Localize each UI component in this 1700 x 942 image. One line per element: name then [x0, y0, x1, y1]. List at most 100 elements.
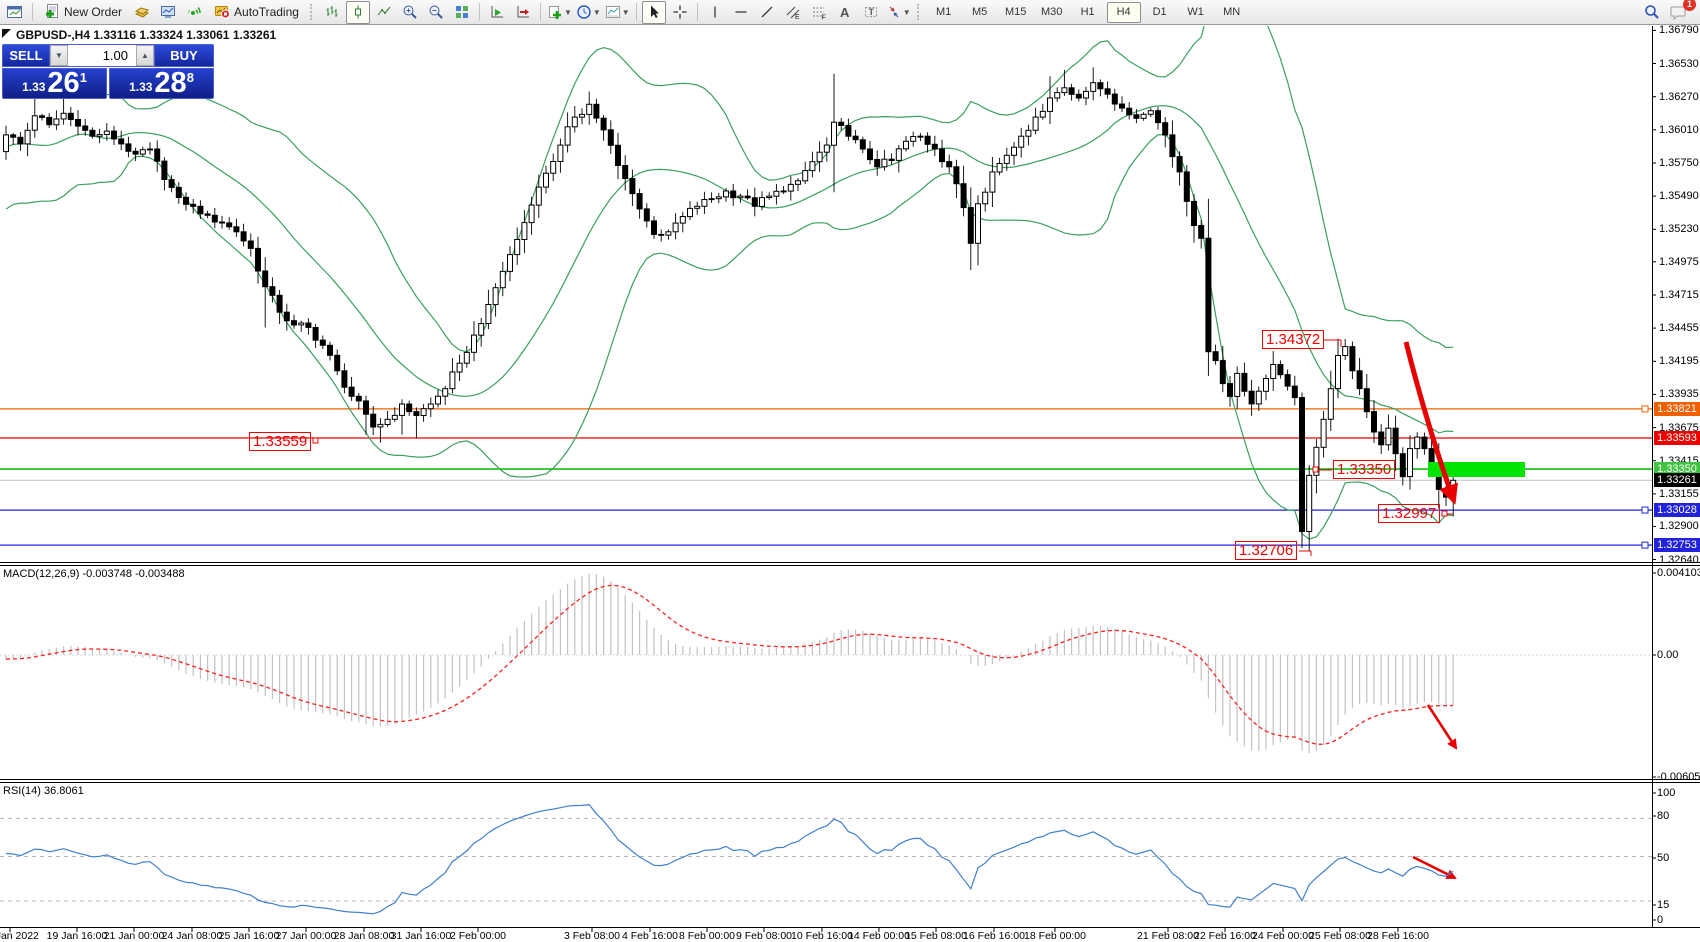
- timeframe-button-M30[interactable]: M30: [1040, 6, 1063, 18]
- time-axis-label[interactable]: 28 Jan 08:00: [333, 930, 395, 942]
- time-axis-label[interactable]: 8 Feb 00:00: [678, 930, 736, 942]
- red-arrow-annotation-1[interactable]: [1403, 341, 1458, 505]
- time-axis-label[interactable]: 25 Jan 16:00: [218, 930, 280, 942]
- time-axis-label[interactable]: 27 Jan 00:00: [275, 930, 337, 942]
- time-axis-label[interactable]: 2 Feb 00:00: [449, 930, 507, 942]
- line-chart-mode-icon[interactable]: [372, 1, 396, 24]
- time-axis-label[interactable]: 24 Feb 00:00: [1252, 930, 1314, 942]
- volume-control: ▼ ▲: [50, 44, 154, 67]
- autotrading-label: AutoTrading: [234, 5, 299, 19]
- line-handle[interactable]: [1641, 405, 1649, 413]
- price-axis-tick: 1.33935: [1659, 388, 1699, 400]
- toolbar-grip: [309, 4, 315, 20]
- callout-handle[interactable]: [1441, 510, 1448, 517]
- arrows-tool-icon[interactable]: ▼: [885, 1, 912, 24]
- chart-window-icon[interactable]: [3, 1, 27, 24]
- timeframe-button-M1[interactable]: M1: [936, 6, 952, 18]
- bollinger-lower-line: [5, 133, 1454, 540]
- zoom-out-icon[interactable]: [424, 1, 448, 24]
- time-axis-label[interactable]: 21 Feb 08:00: [1137, 930, 1199, 942]
- volume-decrease-button[interactable]: ▼: [50, 45, 68, 66]
- timeframe-button-M5[interactable]: M5: [972, 6, 988, 18]
- callout-handle[interactable]: [1312, 466, 1319, 473]
- indicators-icon[interactable]: ▼: [546, 1, 573, 24]
- tile-windows-icon[interactable]: [450, 1, 474, 24]
- time-axis-label[interactable]: 9 Feb 08:00: [735, 930, 793, 942]
- timeframe-button-W1[interactable]: W1: [1187, 6, 1204, 18]
- green-highlight-box[interactable]: [1428, 462, 1525, 477]
- price-axis-tick: 1.32640: [1659, 554, 1699, 566]
- text-label-tool-icon[interactable]: T: [859, 1, 883, 24]
- equidistant-channel-tool-icon[interactable]: E: [781, 1, 805, 24]
- sell-price-display[interactable]: 1.33 26 1: [2, 68, 107, 99]
- timeframe-button-H4[interactable]: H4: [1106, 1, 1141, 23]
- trendline-tool-icon[interactable]: [755, 1, 779, 24]
- time-axis-label[interactable]: 10 Feb 16:00: [791, 930, 853, 942]
- price-callout-1.32706[interactable]: 1.32706: [1235, 541, 1298, 560]
- cursor-tool-icon[interactable]: [641, 0, 666, 24]
- price-axis-tick: 1.35750: [1659, 157, 1699, 169]
- time-axis-label[interactable]: 16 Feb 16:00: [963, 930, 1025, 942]
- price-callout-1.33559[interactable]: 1.33559: [249, 432, 312, 451]
- callout-handle[interactable]: [312, 437, 319, 444]
- timeframe-button-M15[interactable]: M15: [1004, 6, 1027, 18]
- sell-button[interactable]: SELL: [2, 44, 50, 67]
- price-callout-1.32997[interactable]: 1.32997: [1378, 504, 1441, 523]
- auto-scroll-icon[interactable]: [485, 1, 509, 24]
- price-axis-tick: 1.36270: [1659, 91, 1699, 103]
- signals-icon[interactable]: [182, 1, 206, 24]
- timeframe-button-D1[interactable]: D1: [1152, 6, 1167, 18]
- dropdown-caret: ▼: [592, 7, 601, 17]
- time-axis-label[interactable]: 18 Jan 2022: [0, 930, 39, 942]
- crosshair-tool-icon[interactable]: [668, 1, 692, 24]
- horizontal-line-tool-icon[interactable]: [729, 1, 753, 24]
- price-axis-tick: 1.35490: [1659, 190, 1699, 202]
- red-arrow-annotation-2[interactable]: [1426, 704, 1458, 750]
- line-handle[interactable]: [1641, 541, 1649, 549]
- search-icon[interactable]: [1640, 1, 1664, 24]
- macd-signal-line: [5, 584, 1454, 745]
- toolbar-separator: [478, 3, 480, 21]
- time-axis-label[interactable]: 24 Jan 08:00: [161, 930, 223, 942]
- timeframe-button-H1[interactable]: H1: [1080, 6, 1095, 18]
- candlestick-chart-mode-icon[interactable]: [345, 0, 370, 24]
- market-watch-icon[interactable]: [130, 1, 154, 24]
- time-axis-label[interactable]: 4 Feb 16:00: [621, 930, 679, 942]
- notifications-icon[interactable]: 1: [1666, 0, 1696, 24]
- time-axis-label[interactable]: 31 Jan 16:00: [390, 930, 452, 942]
- time-axis-label[interactable]: 15 Feb 08:00: [905, 930, 967, 942]
- time-axis-label[interactable]: 3 Feb 08:00: [563, 930, 621, 942]
- time-axis-label[interactable]: 19 Jan 16:00: [46, 930, 108, 942]
- timeframe-button-MN[interactable]: MN: [1223, 6, 1241, 18]
- fibonacci-tool-icon[interactable]: F: [807, 1, 831, 24]
- zoom-in-icon[interactable]: [398, 1, 422, 24]
- time-axis-label[interactable]: 22 Feb 16:00: [1194, 930, 1256, 942]
- data-window-icon[interactable]: [156, 1, 180, 24]
- time-axis-label[interactable]: 21 Jan 00:00: [103, 930, 165, 942]
- time-axis-label[interactable]: 18 Feb 00:00: [1024, 930, 1086, 942]
- new-order-button[interactable]: New Order: [37, 1, 129, 24]
- text-tool-icon[interactable]: A: [840, 4, 850, 20]
- bar-chart-mode-icon[interactable]: [320, 1, 344, 24]
- vertical-line-tool-icon[interactable]: [703, 1, 727, 24]
- time-axis-label[interactable]: 14 Feb 00:00: [848, 930, 910, 942]
- price-axis-tick: 1.36010: [1659, 124, 1699, 136]
- time-axis-label[interactable]: 28 Feb 16:00: [1367, 930, 1429, 942]
- price-callout-1.33350[interactable]: 1.33350: [1333, 460, 1396, 479]
- price-badge-1.33821: 1.33821: [1654, 402, 1700, 416]
- volume-increase-button[interactable]: ▲: [136, 45, 154, 66]
- price-callout-1.34372[interactable]: 1.34372: [1262, 330, 1325, 349]
- chart-shift-icon[interactable]: [511, 1, 535, 24]
- autotrading-button[interactable]: AutoTrading: [207, 1, 306, 24]
- templates-icon[interactable]: ▼: [604, 1, 631, 24]
- buy-button[interactable]: BUY: [154, 44, 214, 67]
- one-click-collapse-arrow[interactable]: [2, 29, 11, 38]
- time-axis-label[interactable]: 25 Feb 08:00: [1309, 930, 1371, 942]
- horizontal-lines-layer: [0, 405, 1652, 549]
- buy-price-display[interactable]: 1.33 28 8: [109, 68, 214, 99]
- periods-icon[interactable]: ▼: [575, 1, 602, 24]
- line-handle[interactable]: [1641, 506, 1649, 514]
- volume-input[interactable]: [68, 45, 136, 66]
